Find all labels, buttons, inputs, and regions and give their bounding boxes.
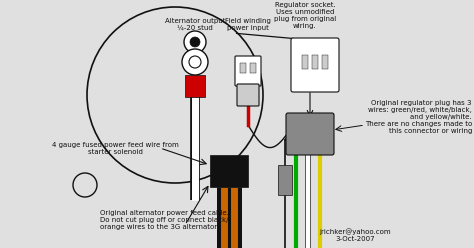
Text: Original regulator plug has 3
wires: green/red, white/black,
and yellow/white.
T: Original regulator plug has 3 wires: gre… bbox=[365, 100, 472, 134]
Text: Alternator output
¼-20 stud: Alternator output ¼-20 stud bbox=[165, 18, 225, 31]
Circle shape bbox=[190, 37, 200, 47]
Circle shape bbox=[189, 56, 201, 68]
Text: Original alternator power feed cable.
Do not cut plug off or connect black/
oran: Original alternator power feed cable. Do… bbox=[100, 210, 229, 230]
Bar bbox=[250, 63, 256, 73]
FancyBboxPatch shape bbox=[235, 56, 261, 86]
Text: Field winding
power input: Field winding power input bbox=[225, 18, 271, 31]
Bar bbox=[322, 55, 328, 69]
FancyBboxPatch shape bbox=[286, 113, 334, 155]
Bar bbox=[278, 165, 292, 195]
Bar bbox=[210, 155, 248, 187]
Bar bbox=[185, 75, 205, 97]
Bar bbox=[240, 63, 246, 73]
FancyBboxPatch shape bbox=[291, 38, 339, 92]
FancyBboxPatch shape bbox=[237, 84, 259, 106]
Text: Regulator socket.
Uses unmodified
plug from original
wiring.: Regulator socket. Uses unmodified plug f… bbox=[274, 2, 336, 29]
Text: 4 gauge fused power feed wire from
starter solenoid: 4 gauge fused power feed wire from start… bbox=[52, 142, 178, 155]
Text: jrichker@yahoo.com
3-Oct-2007: jrichker@yahoo.com 3-Oct-2007 bbox=[319, 228, 391, 242]
Circle shape bbox=[182, 49, 208, 75]
Circle shape bbox=[184, 31, 206, 53]
Bar bbox=[312, 55, 318, 69]
Bar bbox=[302, 55, 308, 69]
